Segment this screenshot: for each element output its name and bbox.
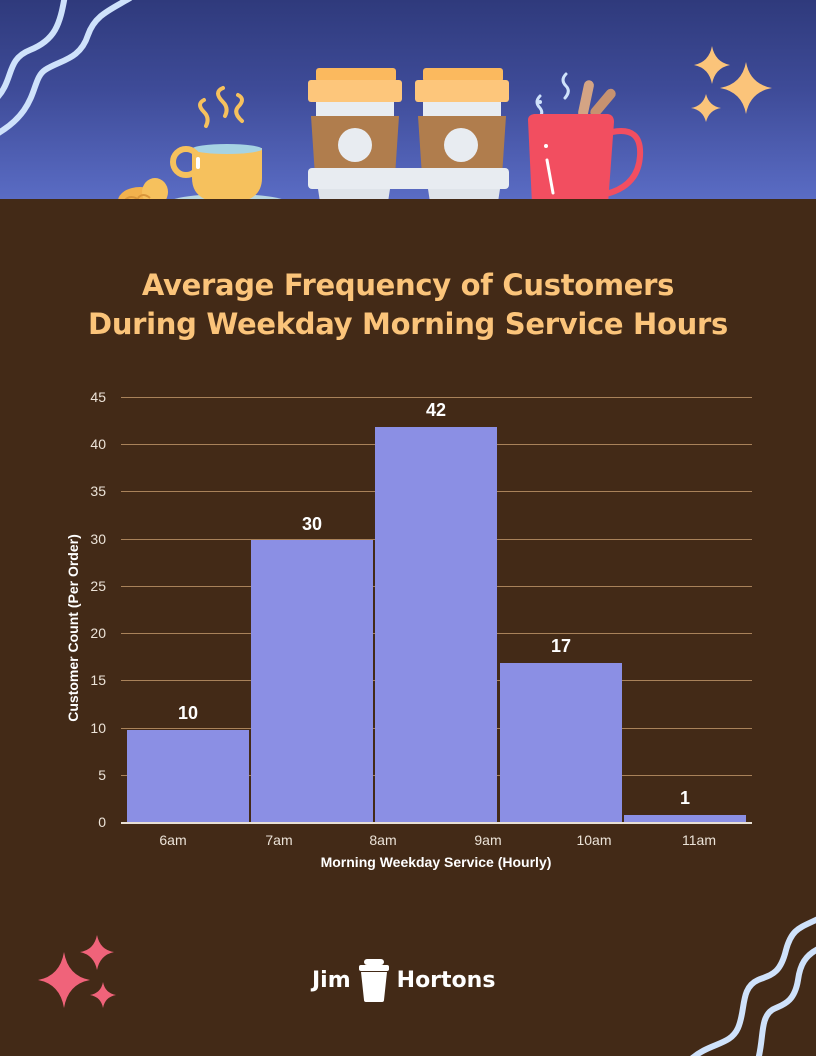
x-tick-label: 7am [265, 832, 293, 848]
gridline-45 [121, 397, 752, 398]
logo-text-right: Hortons [396, 967, 496, 993]
red-mug-icon [528, 72, 644, 199]
squiggle-lines-icon [0, 0, 133, 136]
bar-value-label: 17 [550, 636, 572, 656]
x-tick-label: 9am [474, 832, 502, 848]
y-axis-title: Customer Count (Per Order) [65, 534, 81, 722]
bar-6am-7am [127, 730, 249, 822]
x-tick-label: 6am [159, 832, 187, 848]
logo-text-left: Jim [312, 967, 351, 993]
sparkles-icon [38, 935, 116, 1008]
bar-value-label: 30 [301, 514, 323, 534]
bar-10am-11am [624, 815, 746, 822]
y-tick-label: 45 [90, 389, 106, 405]
takeaway-coffee-tray-icon [308, 68, 509, 199]
chart-title-line-1: Average Frequency of Customers [141, 268, 675, 302]
croissant-icon [118, 178, 168, 199]
header-illustration [0, 0, 772, 199]
x-tick-label: 10am [576, 832, 612, 848]
bar-9am-10am [500, 663, 622, 822]
brand-logo: Jim Hortons [312, 958, 495, 1002]
bar-8am-9am [375, 427, 497, 822]
x-axis-line [121, 822, 752, 824]
chart-title-line-2: During Weekday Morning Service Hours [88, 307, 728, 341]
y-tick-label: 30 [90, 531, 106, 547]
y-tick-label: 20 [90, 625, 106, 641]
histogram-chart: 45 40 35 30 25 20 15 10 5 0 10 30 42 17 … [0, 380, 816, 880]
bar-7am-8am [251, 540, 373, 822]
squiggle-lines-icon [690, 916, 816, 1056]
sparkles-icon [691, 46, 772, 122]
y-tick-label: 5 [98, 767, 106, 783]
header-illustration-band [0, 0, 816, 199]
y-tick-label: 0 [98, 814, 106, 830]
x-tick-label: 11am [682, 832, 716, 848]
tea-cup-icon [170, 86, 282, 199]
y-tick-label: 25 [90, 578, 106, 594]
bar-value-label: 42 [425, 400, 447, 420]
y-tick-label: 15 [90, 672, 106, 688]
bar-value-label: 10 [177, 703, 199, 723]
x-axis-title: Morning Weekday Service (Hourly) [320, 854, 552, 870]
y-tick-label: 35 [90, 483, 106, 499]
y-tick-label: 10 [90, 720, 106, 736]
coffee-cup-icon [358, 959, 389, 1002]
x-tick-label: 8am [369, 832, 397, 848]
chart-title: Average Frequency of Customers During We… [0, 266, 816, 344]
bar-value-label: 1 [679, 788, 690, 808]
y-tick-label: 40 [90, 436, 106, 452]
